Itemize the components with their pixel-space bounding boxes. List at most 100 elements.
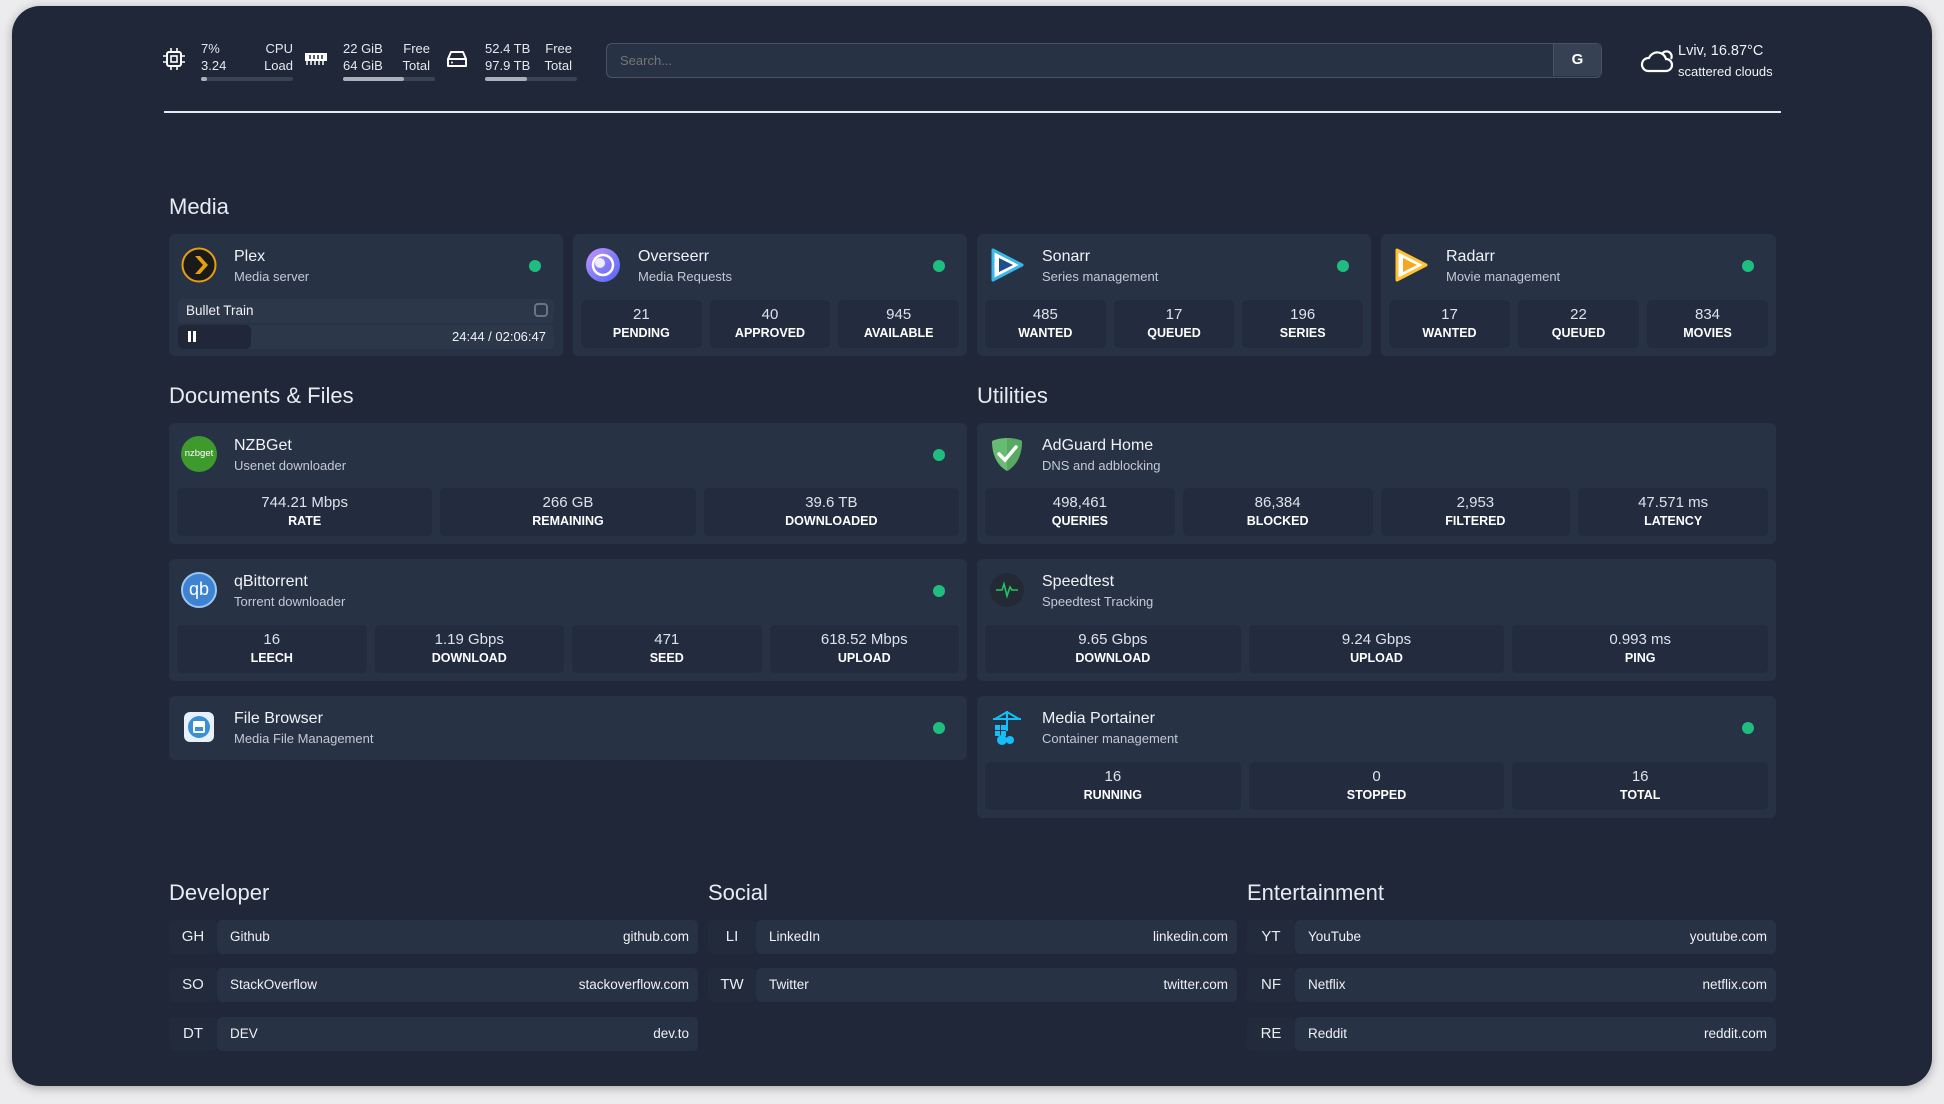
stat-ping: 0.993 ms PING [1512, 625, 1769, 673]
sonarr-title: Sonarr [1042, 248, 1091, 265]
stat-value: 945 [886, 306, 912, 323]
free-label: Free [545, 41, 572, 56]
radarr-card[interactable]: Radarr Movie management 17 WANTED 22 QUEUE… [1381, 234, 1776, 356]
stat-queued: 17 QUEUED [1113, 300, 1235, 348]
speedtest-card[interactable]: Speedtest Speedtest Tracking 9.65 Gbps DO… [977, 559, 1776, 681]
status-dot [1742, 722, 1754, 734]
nzbget-title: NZBGet [234, 437, 292, 454]
nzbget-stats: 744.21 Mbps RATE 266 GB REMAINING 39.6 TB D… [177, 488, 959, 536]
portainer-title: Media Portainer [1042, 710, 1155, 727]
stat-upload: 618.52 Mbps UPLOAD [769, 625, 959, 673]
portainer-card[interactable]: Media Portainer Container management 16 R… [977, 696, 1776, 818]
stat-total: 16 TOTAL [1512, 762, 1769, 810]
stat-seed: 471 SEED [572, 625, 762, 673]
bookmark-link[interactable]: Twitter twitter.com [756, 968, 1237, 1002]
cpu-usage: 7% [201, 41, 220, 56]
bookmark-twitter[interactable]: TW Twitter twitter.com [708, 968, 1237, 1002]
bookmark-name: DEV [230, 1026, 258, 1041]
stat-label: QUEUED [1551, 326, 1606, 340]
bookmark-abbr: NF [1247, 968, 1295, 1002]
stat-rate: 744.21 Mbps RATE [177, 488, 433, 536]
sonarr-card[interactable]: Sonarr Series management 485 WANTED 17 QUE… [977, 234, 1371, 356]
bookmark-github[interactable]: GH Github github.com [169, 920, 698, 954]
bookmark-link[interactable]: DEV dev.to [217, 1017, 698, 1051]
memory-stats: 22 GiB 64 GiB Free Total [343, 40, 430, 74]
bookmark-netflix[interactable]: NF Netflix netflix.com [1247, 968, 1776, 1002]
adguard-card[interactable]: AdGuard Home DNS and adblocking 498,461 Q… [977, 423, 1776, 544]
plex-card[interactable]: Plex Media server Bullet Train 24:44 / 0… [169, 234, 563, 356]
qbittorrent-title: qBittorrent [234, 573, 308, 590]
stat-queued: 22 QUEUED [1518, 300, 1639, 348]
stat-blocked: 86,384 BLOCKED [1182, 488, 1373, 536]
overseerr-card[interactable]: Overseerr Media Requests 21 PENDING 40 APP… [573, 234, 967, 356]
total-label: Total [402, 58, 430, 73]
playback-bar[interactable]: 24:44 / 02:06:47 [178, 325, 554, 349]
overseerr-stats: 21 PENDING 40 APPROVED 945 AVAILABLE [581, 300, 960, 348]
stat-value: 47.571 ms [1638, 494, 1709, 511]
pause-icon[interactable] [188, 331, 196, 342]
filebrowser-card[interactable]: File Browser Media File Management [169, 696, 967, 760]
bookmark-url: github.com [622, 929, 689, 944]
bookmark-reddit[interactable]: RE Reddit reddit.com [1247, 1017, 1776, 1051]
overseerr-title: Overseerr [638, 248, 710, 265]
overseerr-icon [586, 248, 620, 282]
stat-value: 266 GB [542, 494, 594, 511]
qbittorrent-card[interactable]: qb qBittorrent Torrent downloader 16 LEEC… [169, 559, 967, 681]
stat-leech: 16 LEECH [177, 625, 367, 673]
stat-download: 9.65 Gbps DOWNLOAD [985, 625, 1241, 673]
speedtest-title: Speedtest [1042, 573, 1115, 590]
section-title-utilities: Utilities [977, 383, 1048, 408]
nzbget-card[interactable]: nzbget NZBGet Usenet downloader 744.21 M… [169, 423, 967, 544]
bookmark-link[interactable]: Reddit reddit.com [1295, 1017, 1776, 1051]
bookmark-link[interactable]: StackOverflow stackoverflow.com [217, 968, 698, 1002]
memory-free: 22 GiB [343, 41, 383, 56]
stat-value: 196 [1290, 306, 1316, 323]
sonarr-stats: 485 WANTED 17 QUEUED 196 SERIES [985, 300, 1364, 348]
stat-value: 744.21 Mbps [261, 494, 349, 511]
section-title-media: Media [169, 194, 229, 219]
stat-label: DOWNLOAD [431, 651, 507, 665]
bookmark-url: dev.to [653, 1026, 689, 1041]
bookmark-name: Netflix [1308, 977, 1346, 992]
bookmark-url: stackoverflow.com [578, 977, 689, 992]
bookmark-linkedin[interactable]: LI LinkedIn linkedin.com [708, 920, 1237, 954]
weather-condition: scattered clouds [1678, 64, 1773, 79]
stat-queries: 498,461 QUERIES [985, 488, 1175, 536]
search-google-button[interactable]: G [1553, 44, 1601, 76]
section-title-social: Social [708, 880, 768, 905]
bookmark-dev[interactable]: DT DEV dev.to [169, 1017, 698, 1051]
stat-label: STOPPED [1346, 788, 1407, 802]
qbittorrent-icon: qb [181, 572, 217, 608]
bookmark-link[interactable]: Netflix netflix.com [1295, 968, 1776, 1002]
bookmark-link[interactable]: YouTube youtube.com [1295, 920, 1776, 954]
stat-value: 0.993 ms [1609, 631, 1672, 648]
stat-downloaded: 39.6 TB DOWNLOADED [703, 488, 959, 536]
stat-label: WANTED [1018, 326, 1073, 340]
cpu-label: CPU [265, 41, 293, 56]
bookmark-abbr: DT [169, 1017, 217, 1051]
status-dot [933, 260, 945, 272]
search-box: G [606, 43, 1602, 78]
cpu-bar [201, 77, 293, 81]
memory-total: 64 GiB [343, 58, 383, 73]
bookmark-youtube[interactable]: YT YouTube youtube.com [1247, 920, 1776, 954]
stat-wanted: 17 WANTED [1389, 300, 1510, 348]
stat-value: 618.52 Mbps [820, 631, 908, 648]
weather-location: Lviv, 16.87°C [1678, 43, 1764, 59]
bookmark-url: twitter.com [1163, 977, 1228, 992]
bookmark-abbr: LI [708, 920, 756, 954]
status-dot [933, 722, 945, 734]
search-input[interactable] [607, 44, 1552, 76]
stat-label: RATE [288, 514, 322, 528]
disk-stats: 52.4 TB 97.9 TB Free Total [485, 40, 572, 74]
bookmark-link[interactable]: Github github.com [217, 920, 698, 954]
radarr-stats: 17 WANTED 22 QUEUED 834 MOVIES [1389, 300, 1768, 348]
settings-icon[interactable] [534, 303, 548, 317]
bookmark-name: StackOverflow [230, 977, 318, 992]
bookmark-stackoverflow[interactable]: SO StackOverflow stackoverflow.com [169, 968, 698, 1002]
stat-label: RUNNING [1083, 788, 1142, 802]
stat-value: 834 [1694, 306, 1721, 323]
bookmark-link[interactable]: LinkedIn linkedin.com [756, 920, 1237, 954]
stat-running: 16 RUNNING [985, 762, 1241, 810]
plex-title: Plex [234, 248, 266, 265]
